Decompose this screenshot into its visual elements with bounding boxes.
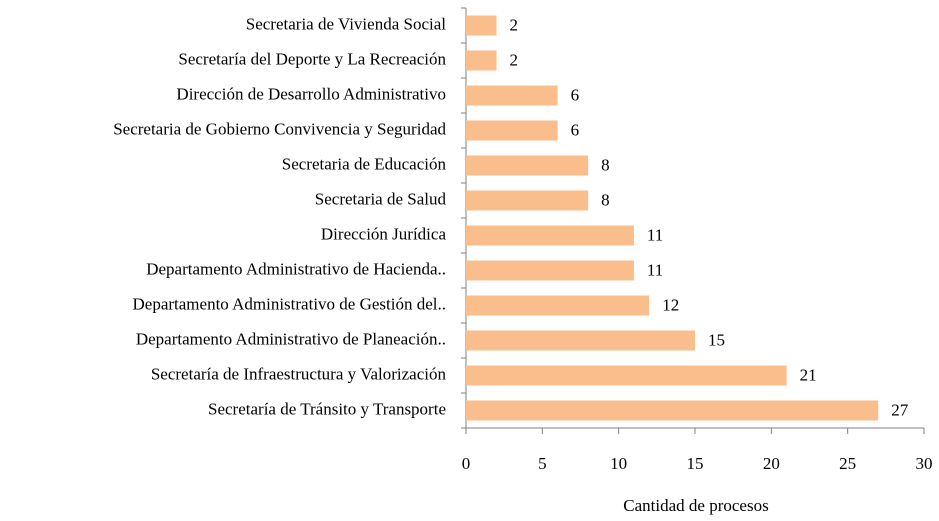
x-tick-label: 5: [538, 454, 547, 473]
y-tick-label: Departamento Administrativo de Hacienda.…: [146, 259, 446, 278]
data-label: 8: [601, 155, 610, 174]
data-label: 27: [891, 400, 909, 419]
y-tick-label: Secretaría de Tránsito y Transporte: [208, 399, 446, 418]
bar: [466, 155, 589, 176]
y-tick-label: Secretaría de Infraestructura y Valoriza…: [151, 364, 447, 383]
bar: [466, 50, 497, 71]
bar: [466, 260, 634, 281]
bar: [466, 190, 589, 211]
bar: [466, 85, 558, 106]
x-tick-label: 30: [916, 454, 933, 473]
x-tick-label: 10: [610, 454, 627, 473]
x-tick-label: 15: [687, 454, 704, 473]
y-tick-label: Secretaría del Deporte y La Recreación: [178, 49, 446, 68]
data-label: 8: [601, 190, 610, 209]
data-label: 15: [708, 330, 725, 349]
x-tick-label: 25: [839, 454, 856, 473]
bar: [466, 330, 695, 351]
y-tick-label: Departamento Administrativo de Planeació…: [136, 329, 446, 348]
bar: [466, 120, 558, 141]
data-label: 11: [647, 225, 663, 244]
y-tick-label: Dirección Jurídica: [321, 224, 447, 243]
data-label: 11: [647, 260, 663, 279]
data-label: 12: [662, 295, 679, 314]
y-tick-label: Secretaria de Educación: [282, 154, 447, 173]
x-tick-label: 0: [462, 454, 471, 473]
y-tick-label: Secretaria de Salud: [315, 189, 447, 208]
y-tick-label: Secretaria de Vivienda Social: [246, 14, 447, 33]
bar: [466, 365, 787, 386]
y-tick-label: Dirección de Desarrollo Administrativo: [176, 84, 446, 103]
bar: [466, 400, 879, 421]
bar: [466, 295, 650, 316]
data-label: 21: [800, 365, 817, 384]
y-tick-label: Departamento Administrativo de Gestión d…: [133, 294, 447, 313]
x-tick-label: 20: [763, 454, 780, 473]
bar: [466, 15, 497, 36]
data-label: 6: [571, 120, 580, 139]
data-label: 2: [510, 50, 519, 69]
data-label: 6: [571, 85, 580, 104]
bar: [466, 225, 634, 246]
data-label: 2: [510, 15, 519, 34]
y-tick-label: Secretaria de Gobierno Convivencia y Seg…: [113, 119, 446, 138]
x-axis-label: Cantidad de procesos: [623, 496, 768, 515]
